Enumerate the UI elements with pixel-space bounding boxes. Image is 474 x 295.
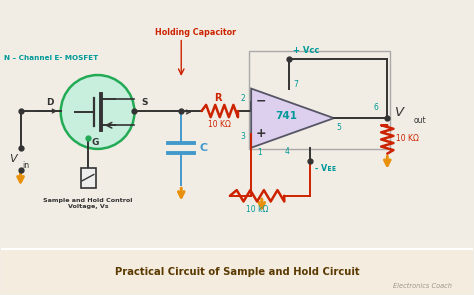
Text: 6: 6 [373, 103, 378, 112]
Polygon shape [251, 88, 334, 148]
Text: 4: 4 [284, 147, 289, 156]
Text: 1: 1 [257, 148, 262, 157]
Text: 7: 7 [294, 80, 299, 89]
Circle shape [61, 75, 135, 149]
Text: 10 KΩ: 10 KΩ [396, 134, 419, 143]
Text: Holding Capacitor: Holding Capacitor [155, 28, 236, 37]
Text: +: + [255, 127, 266, 140]
Text: 10 kΩ: 10 kΩ [246, 204, 268, 214]
Text: 741: 741 [275, 111, 297, 121]
Text: $V$: $V$ [9, 152, 19, 164]
Text: C: C [199, 143, 207, 153]
Text: 10 KΩ: 10 KΩ [208, 120, 231, 129]
Text: in: in [23, 161, 30, 170]
Text: R: R [214, 93, 221, 103]
Text: $V$: $V$ [394, 106, 406, 119]
Text: Practical Circuit of Sample and Hold Circuit: Practical Circuit of Sample and Hold Cir… [115, 267, 359, 277]
Text: Sample and Hold Control
Voltage, Vs: Sample and Hold Control Voltage, Vs [44, 198, 133, 209]
Text: 5: 5 [336, 123, 341, 132]
Bar [0, 249, 474, 294]
Text: 2: 2 [241, 94, 246, 102]
Text: D: D [46, 98, 54, 107]
Bar [249, 51, 390, 149]
Text: Electronics Coach: Electronics Coach [393, 283, 452, 289]
Text: out: out [413, 116, 426, 125]
Text: + Vcc: + Vcc [293, 46, 319, 55]
Text: N – Channel E- MOSFET: N – Channel E- MOSFET [4, 55, 99, 60]
Text: 3: 3 [241, 132, 246, 141]
Text: −: − [255, 94, 266, 107]
Bar [81, 168, 96, 188]
Text: G: G [91, 138, 99, 147]
Text: - Vᴇᴇ: - Vᴇᴇ [315, 164, 336, 173]
Text: S: S [142, 98, 148, 107]
